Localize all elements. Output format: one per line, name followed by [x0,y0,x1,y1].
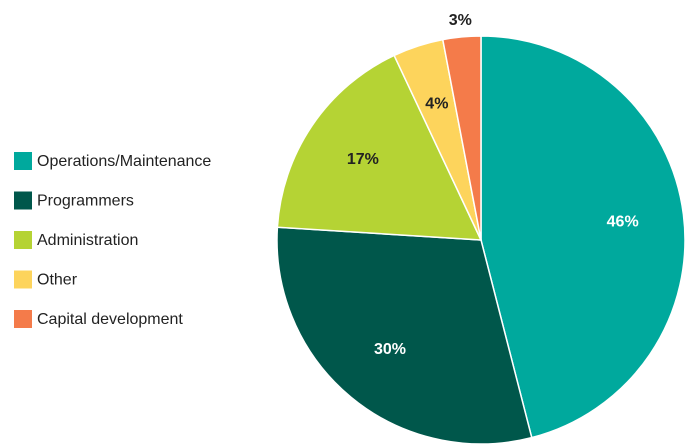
pie-slice [276,226,533,445]
legend-swatch [14,152,32,170]
legend-text: Other [37,272,78,289]
legend-swatch [14,191,32,210]
pie-slice [480,35,686,439]
legend-swatch [14,231,32,249]
legend-swatch [14,270,32,289]
legend-swatch [14,310,32,328]
legend-text: Administration [37,232,138,249]
legend-text: Programmers [37,193,134,210]
value-label: 17% [347,151,379,168]
legend-text: Capital development [37,311,183,328]
value-label: 30% [374,341,406,358]
legend-text: Operations/Maintenance [37,153,211,170]
pie-slice [276,54,483,241]
pie-slice [441,35,482,241]
value-label: 4% [425,95,448,112]
value-label: 46% [607,213,639,230]
value-label: 3% [449,12,472,29]
